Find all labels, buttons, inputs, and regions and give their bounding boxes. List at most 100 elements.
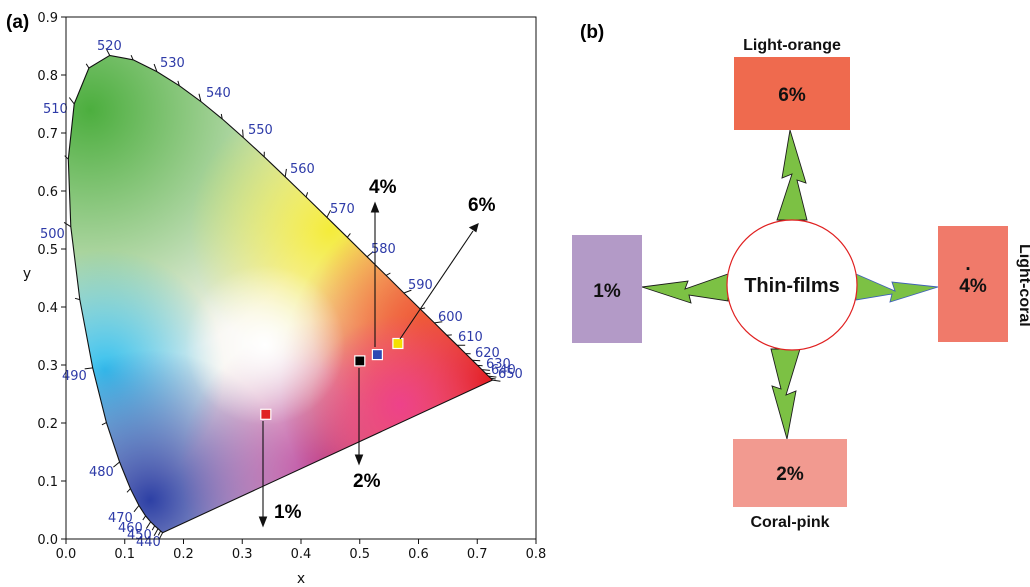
wavelength-tick-455 [151,525,156,531]
wavelength-tick-585 [385,272,391,276]
y-axis: 0.0 0.1 0.2 0.3 0.4 0.5 0.6 0.7 0.8 0.9 [37,11,66,548]
box-right-name: Light-coral [1016,244,1030,327]
wavelength-label-620: 620 [475,346,500,361]
wavelength-tick-450 [153,528,159,536]
wavelength-tick-535 [177,80,180,86]
x-axis: 0.0 0.1 0.2 0.3 0.4 0.5 0.6 0.7 0.8 [56,539,547,562]
data-point-1pct [260,408,272,420]
wavelength-label-480: 480 [89,465,114,480]
box-right-value: 4% [959,276,987,297]
center-circle [726,219,858,351]
box-right [938,226,1008,342]
wavelength-label-640: 640 [491,363,516,378]
data-point-2pct [354,355,366,367]
x-tick-label-0.7: 0.7 [467,547,488,562]
box-top-value: 6% [778,85,806,106]
x-tick-label-0.5: 0.5 [349,547,370,562]
x-tick-label-0.8: 0.8 [526,547,547,562]
label-2pct: 2% [353,471,381,492]
wavelength-tick-650 [492,379,501,382]
y-tick-label-0.9: 0.9 [37,11,58,26]
wavelength-tick-580 [366,251,374,258]
wavelength-label-590: 590 [408,278,433,293]
x-tick-label-0.4: 0.4 [291,547,312,562]
wavelength-label-520: 520 [97,39,122,54]
bolt-right [855,273,939,303]
x-tick-label-0.0: 0.0 [56,547,77,562]
wavelength-tick-630 [481,369,490,371]
box-bottom-name: Coral-pink [750,514,829,531]
wavelength-tick-485 [101,422,107,426]
wavelength-tick-640 [488,375,497,378]
x-axis-title: x [297,571,305,587]
label-4pct: 4% [369,177,397,198]
x-tick-label-0.6: 0.6 [408,547,429,562]
gamut-fill [68,55,493,533]
spectral-locus [67,54,494,534]
wavelength-tick-550 [242,129,244,138]
wavelength-tick-620 [472,359,481,362]
wavelength-tick-575 [346,233,351,238]
x-tick-label-0.3: 0.3 [232,547,253,562]
label-1pct: 1% [274,502,302,523]
box-left [572,235,642,343]
wavelength-label-510: 510 [43,102,68,117]
x-tick-label-0.2: 0.2 [173,547,194,562]
wavelength-label-630: 630 [486,357,511,372]
box-right-dot: . [965,254,970,275]
wavelength-tick-590 [403,289,412,294]
chromaticity-diagram: 4404504604704804905005105205305405505605… [40,39,523,550]
wavelength-label-490: 490 [62,369,87,384]
box-bottom-value: 2% [776,464,804,485]
annotation-arrows [258,201,479,528]
arrow-head-1pct [258,516,268,528]
bolt-top [776,129,808,221]
data-point-6pct [392,337,404,350]
data-points [260,337,404,420]
panel-a-label: (a) [6,12,29,33]
wavelength-tick-560 [284,168,287,177]
data-point-4pct [371,349,383,361]
panel-b-label: (b) [580,22,604,43]
wavelength-tick-565 [305,192,309,198]
wavelength-label-460: 460 [118,521,143,536]
wavelength-tick-465 [142,515,147,521]
wavelength-tick-520 [105,48,111,56]
arrow-head-2pct [354,454,364,466]
y-tick-label-0.7: 0.7 [37,127,58,142]
x-tick-label-0.1: 0.1 [114,547,135,562]
wavelength-label-650: 650 [498,367,523,382]
arrow-head-4pct [370,201,380,213]
wavelength-tick-600 [434,321,443,324]
wavelength-label-600: 600 [438,310,463,325]
y-tick-label-0.5: 0.5 [37,243,58,258]
wavelength-tick-475 [126,488,131,493]
box-left-value: 1% [593,281,621,302]
wavelength-label-560: 560 [290,162,315,177]
y-tick-label-0.6: 0.6 [37,185,58,200]
wavelength-tick-445 [157,530,162,536]
arrow-head-6pct [468,223,479,233]
box-top [734,57,850,130]
center-label: Thin-films [744,275,840,297]
y-tick-label-0.4: 0.4 [37,301,58,316]
box-bottom [733,439,847,507]
label-6pct: 6% [468,195,496,216]
wavelength-tick-495 [74,297,80,301]
wavelength-tick-500 [63,221,72,228]
bolt-bottom [770,348,801,440]
wavelength-tick-525 [130,55,134,60]
wavelength-tick-540 [198,93,202,102]
wavelength-tick-570 [326,209,332,218]
wavelength-tick-480 [113,461,120,468]
wavelength-tick-530 [153,63,158,72]
wavelength-label-550: 550 [248,123,273,138]
wavelength-tick-490 [84,367,93,370]
wavelength-label-610: 610 [458,330,483,345]
wavelength-label-470: 470 [108,511,133,526]
wavelength-label-540: 540 [206,86,231,101]
arrow-6pct [399,230,474,340]
wavelength-tick-635 [485,372,491,375]
wavelength-labels: 4404504604704804905005105205305405505605… [40,39,523,550]
